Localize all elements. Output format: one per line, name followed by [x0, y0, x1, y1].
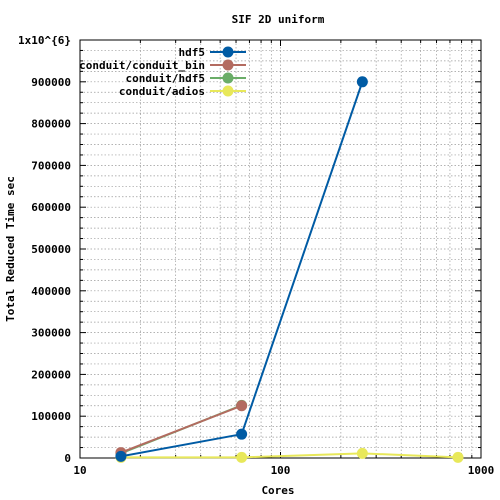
- x-axis-label: Cores: [261, 484, 294, 497]
- y-tick-label: 100000: [31, 410, 71, 423]
- y-axis-label: Total Reduced Time sec: [4, 176, 17, 322]
- y-tick-label: 600000: [31, 201, 71, 214]
- y-tick-label: 500000: [31, 243, 71, 256]
- data-point-conduit-adios: [356, 447, 368, 459]
- legend-marker: [222, 72, 234, 84]
- y-tick-label: 200000: [31, 368, 71, 381]
- chart-title: SIF 2D uniform: [232, 13, 325, 26]
- grid: [80, 40, 481, 458]
- legend-label: conduit/conduit_bin: [79, 59, 205, 72]
- y-tick-label: 700000: [31, 159, 71, 172]
- legend: hdf5conduit/conduit_binconduit/hdf5condu…: [79, 46, 246, 98]
- y-tick-label: 800000: [31, 118, 71, 131]
- legend-label: conduit/hdf5: [126, 72, 205, 85]
- y-tick-label: 1x10^{6}: [18, 34, 71, 47]
- series-layer: [115, 76, 464, 463]
- legend-marker: [222, 59, 234, 71]
- series-line-conduit-adios: [120, 452, 459, 459]
- legend-label: hdf5: [179, 46, 206, 59]
- x-tick-label: 1000: [468, 464, 495, 477]
- axis-ticks: 0 100000 200000 300000 400000 500000 600000 700…: [18, 34, 494, 477]
- y-tick-label: 300000: [31, 327, 71, 340]
- series-line-conduit-conduit-bin: [120, 404, 243, 454]
- y-tick-label: 0: [64, 452, 71, 465]
- legend-marker: [222, 85, 234, 97]
- data-point-conduit-adios: [236, 451, 248, 463]
- data-point-conduit-adios: [452, 451, 464, 463]
- data-point-conduit-conduit-bin: [236, 400, 248, 412]
- y-tick-label: 400000: [31, 285, 71, 298]
- x-tick-label: 100: [271, 464, 291, 477]
- data-point-hdf5: [356, 76, 368, 88]
- data-point-hdf5: [236, 428, 248, 440]
- x-tick-label: 10: [73, 464, 86, 477]
- y-tick-label: 900000: [31, 76, 71, 89]
- legend-label: conduit/adios: [119, 85, 205, 98]
- legend-marker: [222, 46, 234, 58]
- data-point-hdf5: [115, 450, 127, 462]
